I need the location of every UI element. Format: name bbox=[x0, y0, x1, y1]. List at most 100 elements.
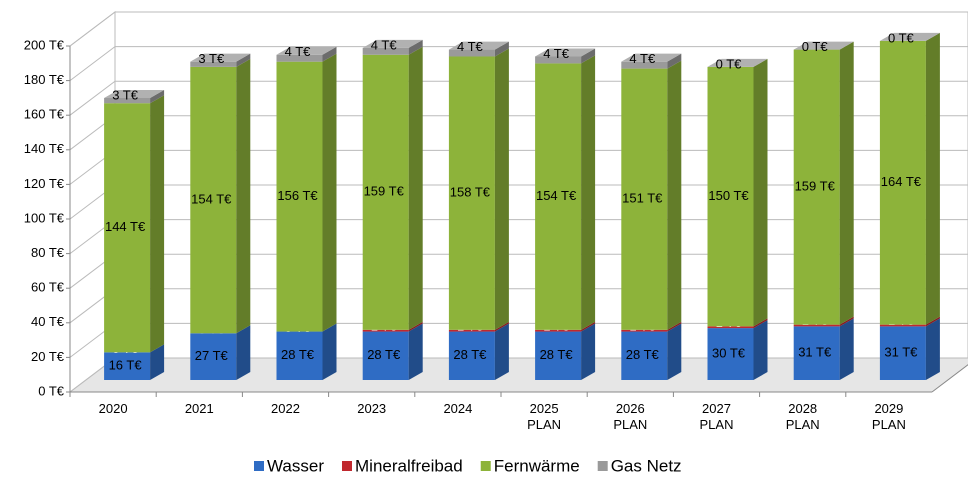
bar-side bbox=[839, 318, 854, 380]
bar-segment bbox=[276, 61, 323, 332]
legend-label: Mineralfreibad bbox=[355, 456, 463, 475]
bar-segment bbox=[621, 331, 668, 380]
value-label: 3 T€ bbox=[198, 51, 225, 66]
bar-segment bbox=[448, 56, 495, 330]
value-label: 151 T€ bbox=[622, 191, 663, 206]
bar-side bbox=[667, 323, 682, 380]
bar-side bbox=[408, 39, 423, 55]
bar-side bbox=[322, 323, 337, 380]
value-label: 31 T€ bbox=[884, 345, 918, 360]
bar-side bbox=[925, 32, 940, 325]
bar-segment bbox=[362, 47, 409, 55]
value-label: 31 T€ bbox=[798, 345, 832, 360]
bar-side bbox=[753, 320, 768, 380]
y-tick-label: 60 T€ bbox=[31, 280, 65, 295]
bar-segment bbox=[879, 324, 926, 327]
value-label: 4 T€ bbox=[371, 37, 398, 52]
bar-segment bbox=[793, 49, 840, 325]
bar-segment bbox=[793, 324, 840, 327]
bar-segment bbox=[707, 328, 754, 380]
legend: Wasser Mineralfreibad Fernwärme Gas Netz bbox=[254, 456, 682, 475]
value-label: 4 T€ bbox=[285, 44, 312, 59]
bar-segment bbox=[104, 98, 151, 104]
bar-segment bbox=[362, 331, 409, 380]
value-label: 0 T€ bbox=[716, 56, 743, 71]
bar-segment bbox=[707, 66, 754, 327]
bar-side bbox=[236, 53, 251, 67]
y-tick-label: 120 T€ bbox=[24, 176, 65, 191]
x-tick-label: 2021 bbox=[185, 401, 214, 416]
bar-segment bbox=[276, 54, 323, 62]
bar-top bbox=[793, 41, 854, 50]
bar-segment bbox=[190, 333, 237, 380]
grid-line bbox=[69, 46, 968, 81]
y-tick-label: 200 T€ bbox=[24, 37, 65, 52]
bar-top bbox=[276, 46, 337, 55]
bar-side bbox=[581, 55, 596, 330]
y-tick-label: 40 T€ bbox=[31, 314, 65, 329]
value-label: 4 T€ bbox=[543, 46, 570, 61]
x-tick-label: 2022 bbox=[271, 401, 300, 416]
y-tick-label: 0 T€ bbox=[38, 383, 65, 398]
bar-side bbox=[494, 323, 509, 380]
x-tick-label: 2026 PLAN bbox=[613, 401, 647, 432]
legend-swatch bbox=[480, 461, 491, 471]
bar-side bbox=[925, 318, 940, 380]
value-label: 28 T€ bbox=[626, 347, 660, 362]
bar-segment bbox=[448, 331, 495, 380]
bar-side bbox=[667, 53, 682, 69]
bar-side bbox=[581, 321, 596, 332]
bar-side bbox=[150, 344, 165, 380]
value-label: 144 T€ bbox=[105, 219, 146, 234]
bar-segment bbox=[190, 61, 237, 67]
bar-side bbox=[150, 95, 165, 353]
bar-top bbox=[707, 58, 768, 67]
bar-side bbox=[753, 318, 768, 329]
value-label: 28 T€ bbox=[540, 347, 574, 362]
bar-segment bbox=[621, 68, 668, 330]
y-tick-label: 140 T€ bbox=[24, 141, 65, 156]
value-label: 158 T€ bbox=[450, 185, 491, 200]
legend-label: Fernwärme bbox=[494, 456, 580, 475]
value-label: 27 T€ bbox=[195, 348, 229, 363]
bar-top bbox=[104, 90, 165, 99]
bar-segment bbox=[535, 329, 582, 332]
x-axis-depth bbox=[931, 364, 968, 393]
grid-line bbox=[69, 11, 968, 47]
value-label: 16 T€ bbox=[109, 358, 143, 373]
legend-label: Gas Netz bbox=[611, 456, 682, 475]
value-label: 156 T€ bbox=[277, 188, 318, 203]
value-label: 154 T€ bbox=[191, 192, 232, 207]
x-tick-label: 2020 bbox=[99, 401, 128, 416]
bar-side bbox=[322, 46, 337, 62]
value-label: 28 T€ bbox=[453, 347, 487, 362]
bar-top bbox=[190, 53, 251, 62]
bar-segment bbox=[621, 61, 668, 69]
bar-side bbox=[494, 41, 509, 57]
legend-label: Wasser bbox=[267, 456, 324, 475]
legend-swatch bbox=[254, 461, 264, 471]
bar-side bbox=[408, 321, 423, 332]
bar-side bbox=[839, 316, 854, 327]
bar-segment bbox=[535, 63, 582, 330]
bar-side bbox=[150, 90, 165, 104]
bar-side bbox=[753, 58, 768, 327]
bar-segment bbox=[621, 329, 668, 332]
bar-side bbox=[581, 48, 596, 64]
bar-side bbox=[839, 41, 854, 325]
bar-segment bbox=[448, 329, 495, 332]
x-tick-label: 2029 PLAN bbox=[872, 401, 906, 432]
value-label: 0 T€ bbox=[888, 30, 915, 45]
bar-segment bbox=[535, 331, 582, 380]
bar-side bbox=[408, 46, 423, 330]
y-tick-label: 160 T€ bbox=[24, 107, 65, 122]
bar-top bbox=[448, 41, 509, 50]
bar-segment bbox=[535, 56, 582, 64]
value-label: 150 T€ bbox=[708, 188, 749, 203]
value-label: 4 T€ bbox=[629, 51, 656, 66]
x-tick-label: 2028 PLAN bbox=[786, 401, 820, 432]
legend-swatch bbox=[342, 461, 352, 471]
value-label: 159 T€ bbox=[364, 184, 405, 199]
bar-side bbox=[494, 321, 509, 332]
